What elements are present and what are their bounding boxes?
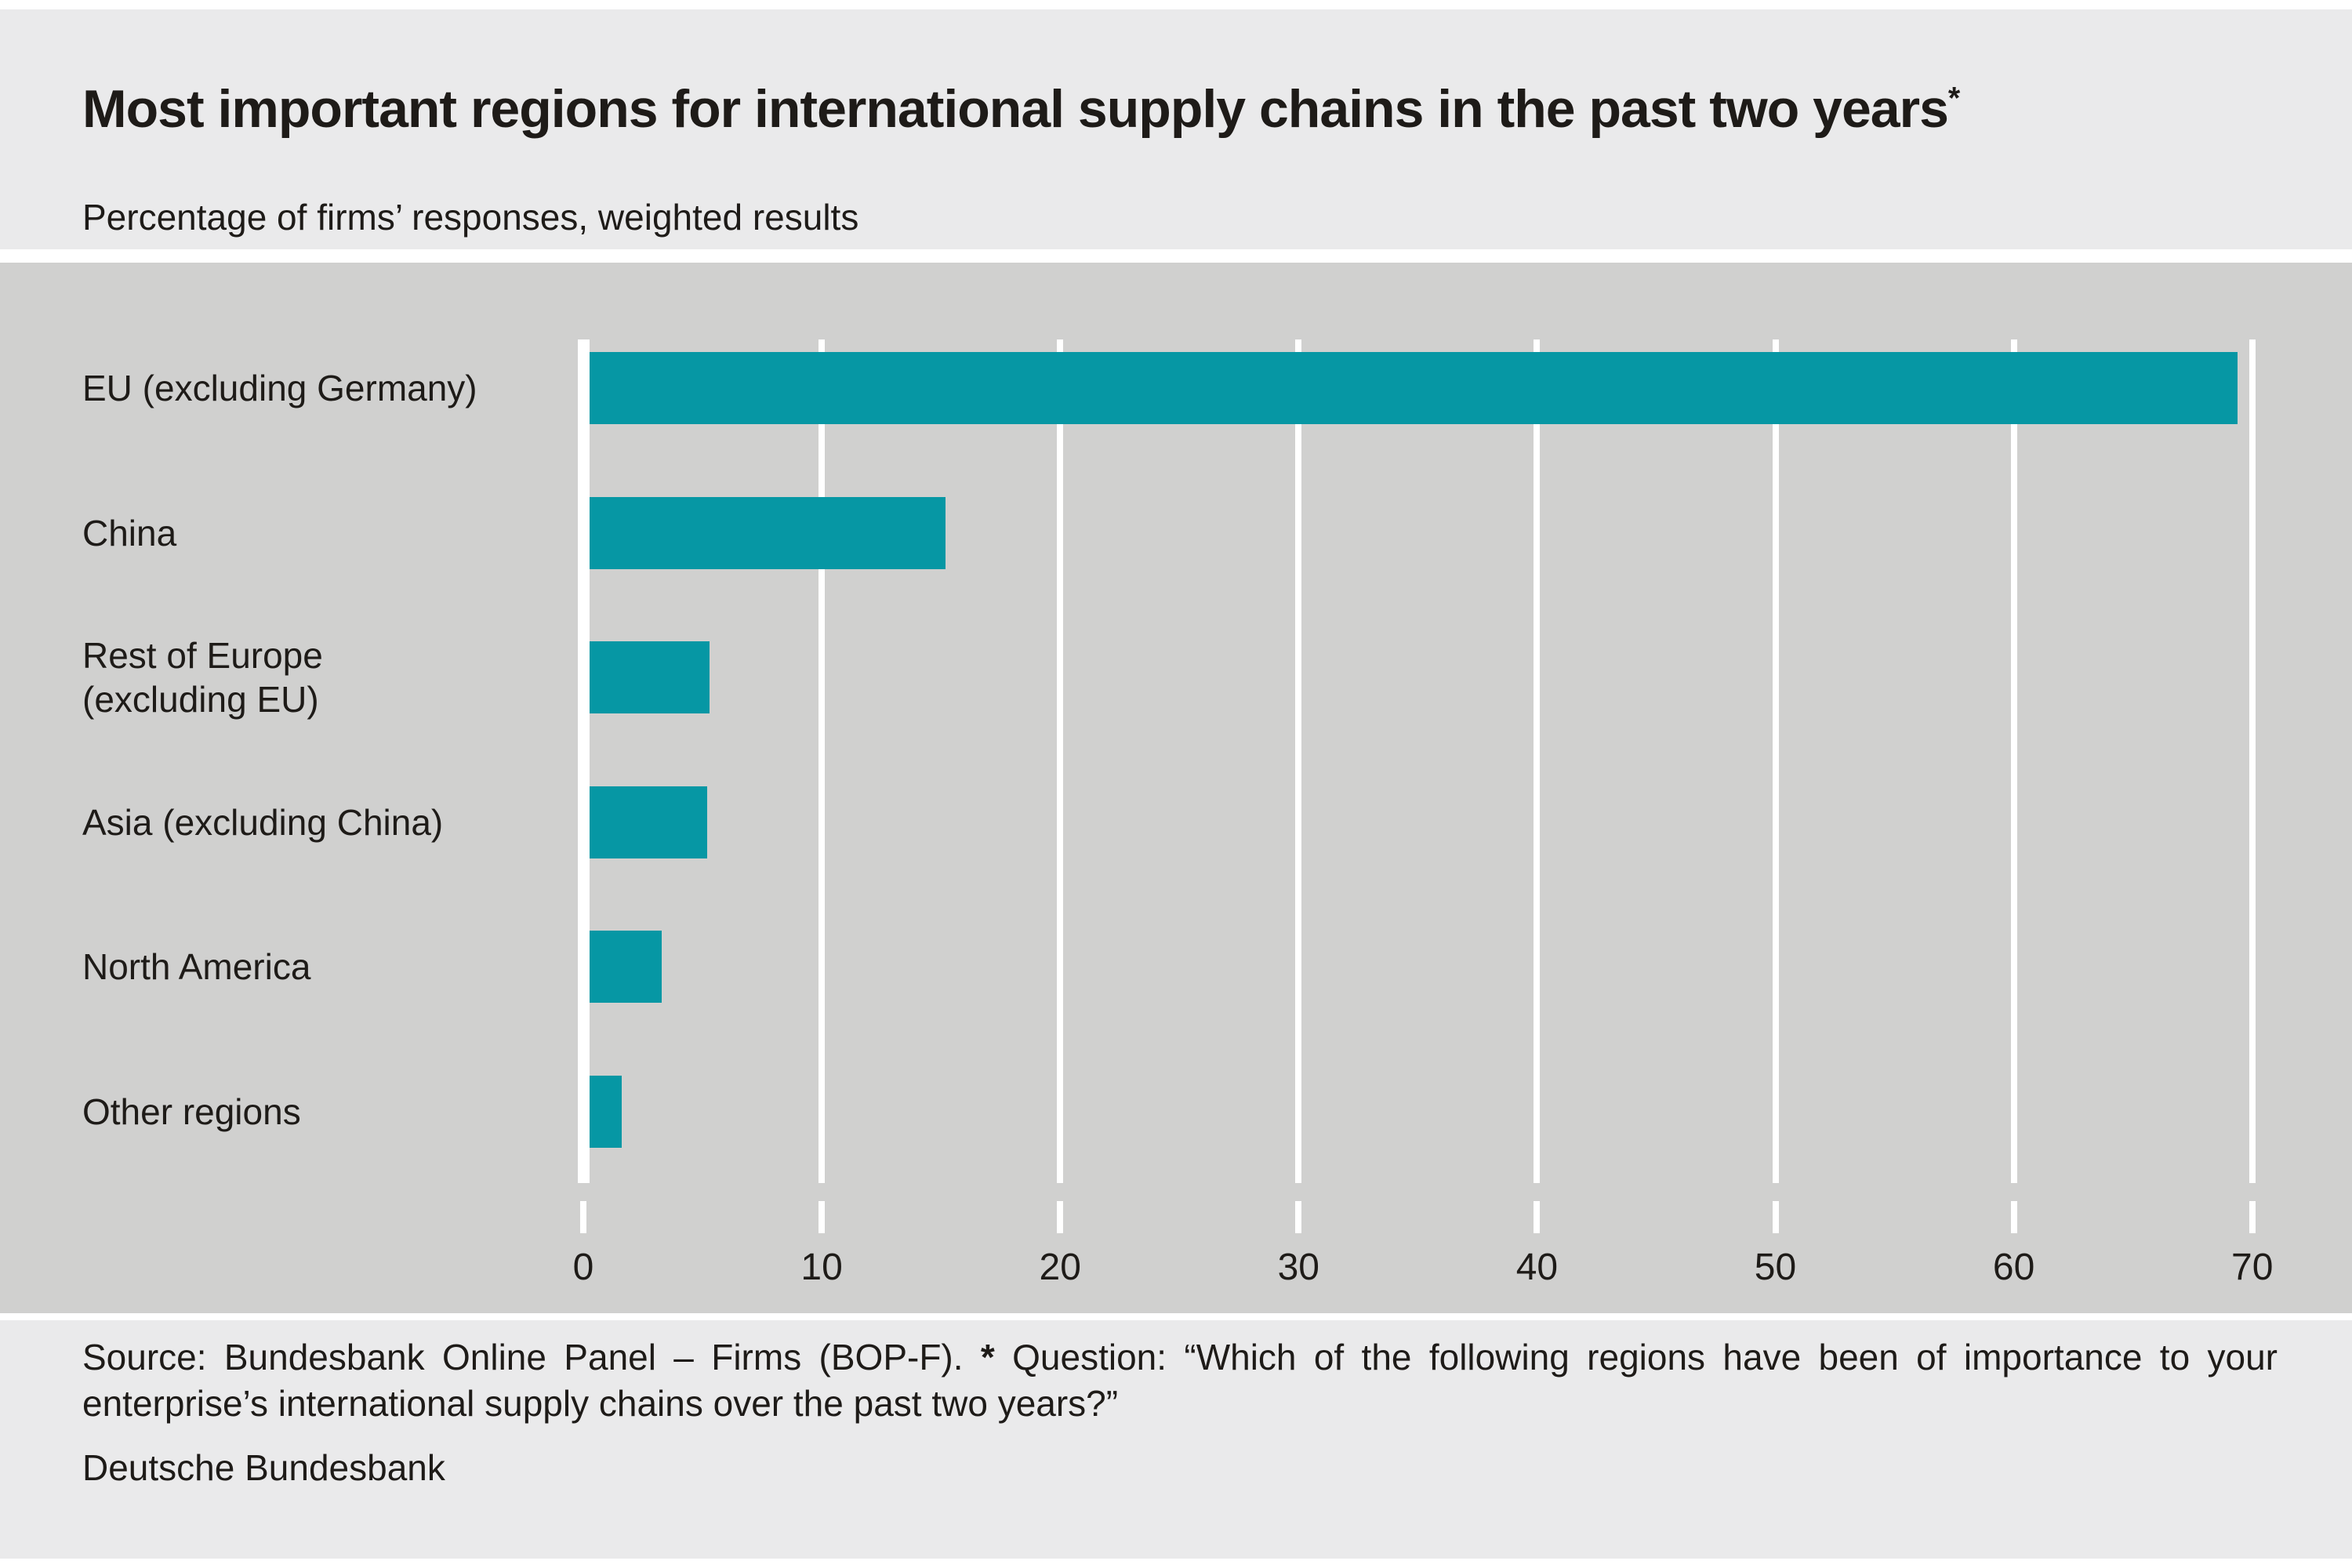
title-asterisk: * bbox=[1947, 81, 1960, 116]
axis-tick-label-20: 20 bbox=[1039, 1247, 1081, 1288]
axis-tick-60 bbox=[2010, 1201, 2017, 1233]
bar-north-america bbox=[590, 931, 662, 1004]
bar-asia-excluding-china bbox=[590, 786, 708, 858]
category-label-line: Asia (excluding China) bbox=[82, 801, 444, 843]
axis-tick-30 bbox=[1295, 1201, 1302, 1233]
category-label-other-regions: Other regions bbox=[82, 1065, 572, 1159]
chart-title: Most important regions for international… bbox=[82, 78, 2301, 140]
category-label-china: China bbox=[82, 486, 572, 580]
gridline-30 bbox=[1295, 339, 1302, 1183]
footnote-asterisk: * bbox=[980, 1337, 995, 1377]
category-label-eu-excluding-germany: EU (excluding Germany) bbox=[82, 341, 572, 435]
axis-tick-label-0: 0 bbox=[572, 1247, 594, 1288]
category-label-line: EU (excluding Germany) bbox=[82, 367, 477, 408]
chart-subtitle: Percentage of firms’ responses, weighted… bbox=[82, 197, 859, 238]
source-question: Question: “Which of the following region… bbox=[82, 1337, 2278, 1424]
publisher-label: Deutsche Bundesbank bbox=[82, 1447, 445, 1488]
gridline-10 bbox=[818, 339, 826, 1183]
category-label-line: Rest of Europe bbox=[82, 635, 323, 677]
bar-rest-of-europe bbox=[590, 641, 710, 714]
bottom-white-strip bbox=[0, 1559, 2352, 1568]
axis-tick-0 bbox=[580, 1201, 586, 1233]
axis-tick-10 bbox=[818, 1201, 826, 1233]
bar-eu-excluding-germany bbox=[590, 352, 2238, 424]
category-label-line: Other regions bbox=[82, 1091, 301, 1132]
category-label-rest-of-europe: Rest of Europe (excluding EU) bbox=[82, 630, 572, 724]
chart-header: Most important regions for international… bbox=[0, 9, 2352, 249]
y-axis-line bbox=[577, 339, 590, 1183]
category-label-line: China bbox=[82, 512, 177, 554]
axis-tick-40 bbox=[1534, 1201, 1541, 1233]
category-label-line: North America bbox=[82, 946, 311, 988]
category-label-asia-excluding-china: Asia (excluding China) bbox=[82, 775, 572, 869]
axis-tick-label-30: 30 bbox=[1277, 1247, 1319, 1288]
axis-tick-20 bbox=[1057, 1201, 1064, 1233]
axis-tick-50 bbox=[1772, 1201, 1779, 1233]
gridline-70 bbox=[2249, 339, 2256, 1183]
gridline-20 bbox=[1057, 339, 1064, 1183]
source-note: Source: Bundesbank Online Panel – Firms … bbox=[82, 1334, 2278, 1427]
bar-other-regions bbox=[590, 1076, 622, 1148]
category-label-line: (excluding EU) bbox=[82, 679, 319, 720]
chart-footer: Source: Bundesbank Online Panel – Firms … bbox=[0, 1320, 2352, 1559]
category-label-north-america: North America bbox=[82, 920, 572, 1014]
axis-tick-label-10: 10 bbox=[800, 1247, 843, 1288]
axis-tick-label-60: 60 bbox=[1992, 1247, 2035, 1288]
axis-tick-label-50: 50 bbox=[1754, 1247, 1797, 1288]
plot-area: 0 10 20 30 40 50 60 70 EU (excluding Germany) Chi… bbox=[0, 263, 2352, 1313]
axis-tick-label-70: 70 bbox=[2230, 1247, 2274, 1288]
axis-tick-70 bbox=[2249, 1201, 2256, 1233]
gridline-60 bbox=[2010, 339, 2017, 1183]
top-white-strip bbox=[0, 0, 2352, 9]
chart-title-text: Most important regions for international… bbox=[82, 79, 1949, 139]
axis-tick-label-40: 40 bbox=[1515, 1247, 1559, 1288]
gridline-50 bbox=[1772, 339, 1779, 1183]
source-prefix: Source: Bundesbank Online Panel – Firms … bbox=[82, 1337, 981, 1377]
bar-china bbox=[590, 496, 946, 569]
gridline-40 bbox=[1534, 339, 1541, 1183]
